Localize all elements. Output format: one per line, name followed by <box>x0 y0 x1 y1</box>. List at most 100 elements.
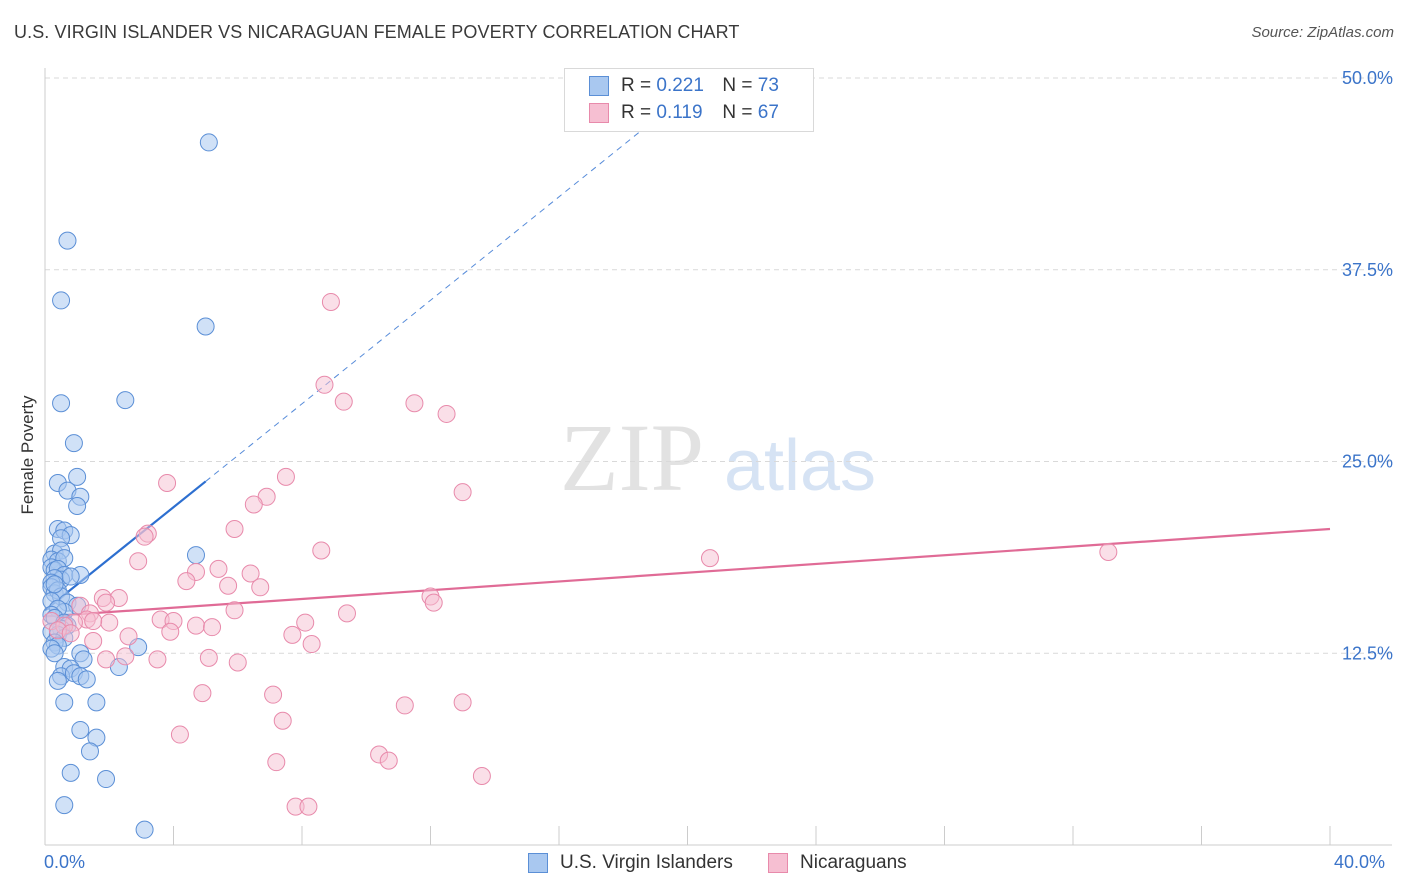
data-point-nicaraguans <box>296 613 315 632</box>
data-point-nicaraguans <box>273 711 292 730</box>
y-tick-label: 12.5% <box>1342 643 1393 663</box>
data-point-virgin-islanders <box>199 133 218 152</box>
data-point-nicaraguans <box>100 613 119 632</box>
stats-legend: R = 0.221 N = 73 R = 0.119 N = 67 <box>564 68 814 132</box>
data-point-virgin-islanders <box>61 567 80 586</box>
data-point-virgin-islanders <box>55 693 74 712</box>
data-point-virgin-islanders <box>52 394 71 413</box>
legend-n-value: 73 <box>757 75 779 96</box>
data-point-nicaraguans <box>225 601 244 620</box>
y-tick-label: 50.0% <box>1342 68 1393 88</box>
data-point-nicaraguans <box>158 473 177 492</box>
data-point-virgin-islanders <box>77 670 96 689</box>
data-point-virgin-islanders <box>55 796 74 815</box>
data-point-virgin-islanders <box>58 231 77 250</box>
data-point-virgin-islanders <box>186 546 205 565</box>
legend-swatch-blue <box>589 76 609 96</box>
legend-swatch-pink <box>589 103 609 123</box>
y-tick-labels: 12.5% 25.0% 37.5% 50.0% <box>1342 68 1393 663</box>
data-point-virgin-islanders <box>68 467 87 486</box>
data-point-nicaraguans <box>251 578 270 597</box>
points-nicaraguans <box>42 292 1118 816</box>
data-point-nicaraguans <box>472 766 491 785</box>
data-point-virgin-islanders <box>97 770 116 789</box>
legend-r-value: 0.119 <box>656 102 703 123</box>
legend-item-label: Nicaraguans <box>800 852 907 873</box>
legend-swatch-pink <box>768 853 788 873</box>
data-point-nicaraguans <box>334 392 353 411</box>
data-point-nicaraguans <box>283 625 302 644</box>
data-point-nicaraguans <box>119 627 138 646</box>
data-point-virgin-islanders <box>45 575 64 594</box>
legend-n-label: N = <box>722 75 758 96</box>
trend-line-virgin-islanders-extension <box>205 92 688 482</box>
legend-n-value: 67 <box>757 102 779 123</box>
points-virgin-islanders <box>42 133 218 839</box>
legend-row-virgin-islanders: R = 0.221 N = 73 <box>589 74 779 98</box>
data-point-nicaraguans <box>203 618 222 637</box>
data-point-nicaraguans <box>424 593 443 612</box>
data-point-nicaraguans <box>312 541 331 560</box>
data-point-nicaraguans <box>170 725 189 744</box>
x-tick-min: 0.0% <box>44 852 86 872</box>
data-point-nicaraguans <box>129 552 148 571</box>
legend-r-label: R = <box>621 75 657 96</box>
data-point-virgin-islanders <box>61 763 80 782</box>
data-point-nicaraguans <box>199 648 218 667</box>
data-point-nicaraguans <box>241 564 260 583</box>
data-point-nicaraguans <box>148 650 167 669</box>
data-point-nicaraguans <box>405 394 424 413</box>
data-point-virgin-islanders <box>52 291 71 310</box>
data-point-virgin-islanders <box>68 496 87 515</box>
data-point-nicaraguans <box>84 631 103 650</box>
y-tick-label: 37.5% <box>1342 260 1393 280</box>
trend-lines <box>44 92 1331 618</box>
watermark-atlas: atlas <box>724 426 876 506</box>
data-point-nicaraguans <box>244 495 263 514</box>
data-point-virgin-islanders <box>196 317 215 336</box>
data-point-nicaraguans <box>193 684 212 703</box>
data-point-nicaraguans <box>225 519 244 538</box>
data-point-nicaraguans <box>337 604 356 623</box>
watermark: ZIP atlas <box>560 404 876 511</box>
data-point-nicaraguans <box>219 576 238 595</box>
trend-line-virgin-islanders <box>44 480 207 612</box>
data-point-nicaraguans <box>161 622 180 641</box>
data-point-nicaraguans <box>177 572 196 591</box>
legend-row-nicaraguans: R = 0.119 N = 67 <box>589 101 779 125</box>
data-point-nicaraguans <box>61 624 80 643</box>
data-point-nicaraguans <box>267 753 286 772</box>
chart-title: U.S. VIRGIN ISLANDER VS NICARAGUAN FEMAL… <box>14 22 740 42</box>
series-legend: U.S. Virgin Islanders Nicaraguans <box>0 852 1406 878</box>
data-point-nicaraguans <box>97 593 116 612</box>
data-point-nicaraguans <box>379 751 398 770</box>
data-point-virgin-islanders <box>45 644 64 663</box>
data-point-nicaraguans <box>453 483 472 502</box>
data-point-nicaraguans <box>264 685 283 704</box>
data-point-virgin-islanders <box>80 742 99 761</box>
data-point-nicaraguans <box>700 549 719 568</box>
data-point-nicaraguans <box>228 653 247 672</box>
data-point-nicaraguans <box>97 650 116 669</box>
data-point-nicaraguans <box>116 647 135 666</box>
data-point-nicaraguans <box>315 375 334 394</box>
axes <box>44 68 1392 846</box>
legend-item-virgin-islanders[interactable]: U.S. Virgin Islanders <box>528 852 733 874</box>
data-point-virgin-islanders <box>135 820 154 839</box>
data-point-nicaraguans <box>84 612 103 631</box>
legend-r-value: 0.221 <box>656 75 704 96</box>
watermark-zip: ZIP <box>560 404 704 511</box>
trend-line-nicaraguans <box>44 527 1331 618</box>
data-point-nicaraguans <box>1099 543 1118 562</box>
source-label: Source: ZipAtlas.com <box>1251 24 1394 41</box>
data-point-nicaraguans <box>276 467 295 486</box>
data-point-nicaraguans <box>135 527 154 546</box>
data-point-nicaraguans <box>299 797 318 816</box>
legend-item-nicaraguans[interactable]: Nicaraguans <box>768 852 907 874</box>
legend-item-label: U.S. Virgin Islanders <box>560 852 733 873</box>
legend-r-label: R = <box>621 102 657 123</box>
data-point-virgin-islanders <box>64 434 83 453</box>
legend-swatch-blue <box>528 853 548 873</box>
y-tick-label: 25.0% <box>1342 452 1393 472</box>
data-point-nicaraguans <box>321 292 340 311</box>
